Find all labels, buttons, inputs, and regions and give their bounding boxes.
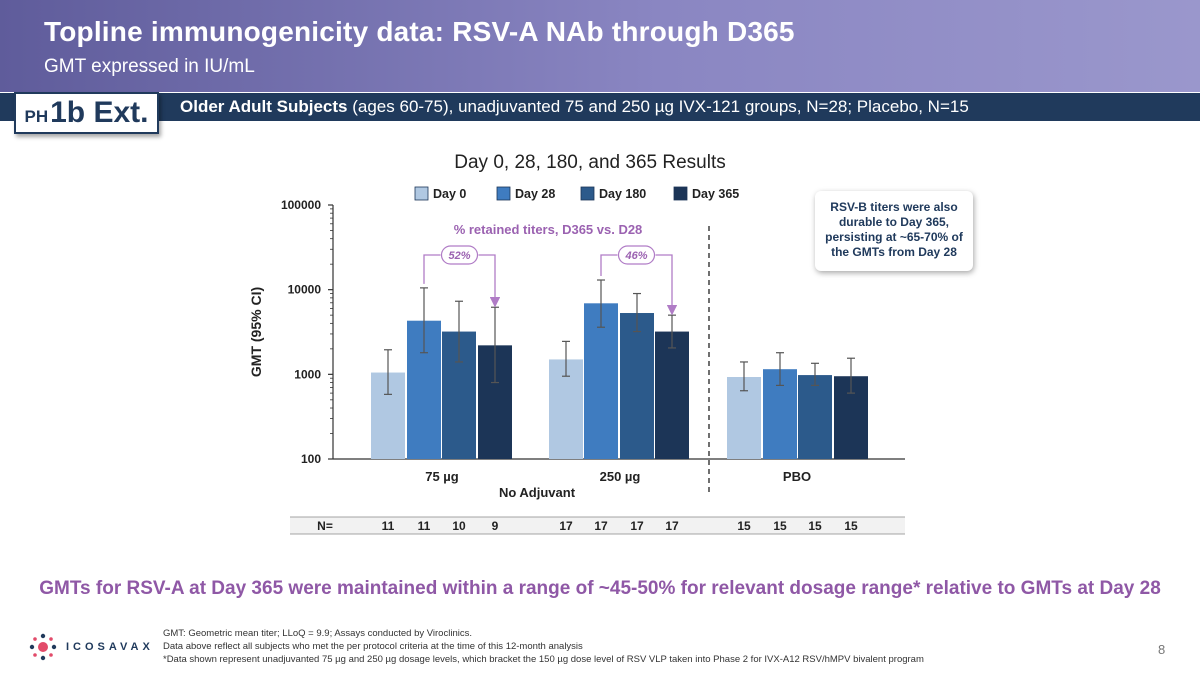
retained-connector-left	[600, 254, 618, 277]
n-value: 15	[737, 519, 751, 533]
n-value: 9	[492, 519, 499, 533]
y-tick-label: 100	[301, 452, 321, 466]
bar	[620, 313, 654, 459]
bar	[584, 303, 618, 459]
footnote-1: GMT: Geometric mean titer; LLoQ = 9.9; A…	[163, 628, 472, 639]
n-value: 10	[452, 519, 466, 533]
y-tick-label: 10000	[288, 283, 322, 297]
legend-label: Day 28	[515, 187, 555, 201]
logo-text: ICOSAVAX	[66, 641, 154, 653]
n-row-label: N=	[317, 519, 333, 533]
retained-pct-label: 46%	[624, 250, 647, 262]
footnote-2: Data above reflect all subjects who met …	[163, 641, 583, 652]
population-bold: Older Adult Subjects	[180, 97, 348, 116]
retained-connector-arrow	[655, 254, 678, 316]
n-value: 17	[559, 519, 573, 533]
legend-label: Day 0	[433, 187, 466, 201]
legend-swatch	[414, 186, 429, 201]
bar	[655, 331, 689, 459]
phase-badge: PH 1b Ext.	[14, 92, 159, 134]
legend-swatch	[580, 186, 595, 201]
n-value: 17	[594, 519, 608, 533]
legend-swatch	[673, 186, 688, 201]
x-category-label: 75 µg	[425, 469, 459, 484]
phase-badge-label: 1b Ext.	[50, 96, 149, 129]
retained-connector-left	[423, 254, 441, 284]
page-number: 8	[1158, 642, 1166, 657]
legend-label: Day 365	[692, 187, 739, 201]
x-category-label: PBO	[783, 469, 811, 484]
conclusion-text: GMTs for RSV-A at Day 365 were maintaine…	[39, 578, 1161, 599]
legend-label: Day 180	[599, 187, 646, 201]
rsv-b-callout: RSV-B titers were also durable to Day 36…	[815, 191, 973, 271]
footnotes: GMT: Geometric mean titer; LLoQ = 9.9; A…	[163, 627, 924, 666]
population-rest: (ages 60-75), unadjuvanted 75 and 250 µg…	[347, 97, 969, 116]
page-subtitle: GMT expressed in IU/mL	[44, 56, 255, 77]
n-value: 15	[773, 519, 787, 533]
phase-badge-prefix: PH	[24, 107, 49, 126]
n-value: 15	[844, 519, 858, 533]
x-axis-label: No Adjuvant	[499, 485, 576, 500]
n-value: 11	[382, 519, 395, 533]
retained-pill	[617, 245, 656, 265]
retained-pct-label: 52%	[448, 250, 470, 262]
n-value: 15	[808, 519, 822, 533]
n-value: 11	[418, 519, 431, 533]
header-banner: Topline immunogenicity data: RSV-A NAb t…	[0, 0, 1200, 92]
legend-swatch	[496, 186, 511, 201]
retained-pill	[440, 245, 479, 265]
population-bar: Older Adult Subjects (ages 60-75), unadj…	[0, 93, 1200, 121]
retained-connector-arrow	[478, 254, 501, 308]
retained-titers-title: % retained titers, D365 vs. D28	[454, 222, 643, 237]
y-tick-label: 100000	[281, 198, 321, 212]
page-title: Topline immunogenicity data: RSV-A NAb t…	[44, 16, 795, 47]
n-value: 17	[630, 519, 644, 533]
x-category-label: 250 µg	[600, 469, 641, 484]
population-text: Older Adult Subjects (ages 60-75), unadj…	[180, 97, 969, 117]
footnote-3: *Data shown represent unadjuvanted 75 µg…	[163, 654, 924, 665]
y-tick-label: 1000	[294, 367, 321, 381]
n-value: 17	[665, 519, 679, 533]
icosavax-logo-icon	[29, 633, 57, 661]
chart-title: Day 0, 28, 180, and 365 Results	[454, 152, 726, 173]
n-row-background	[290, 517, 905, 534]
y-axis-label: GMT (95% CI)	[248, 287, 264, 377]
company-logo: ICOSAVAX	[28, 632, 154, 662]
bar	[798, 375, 832, 459]
